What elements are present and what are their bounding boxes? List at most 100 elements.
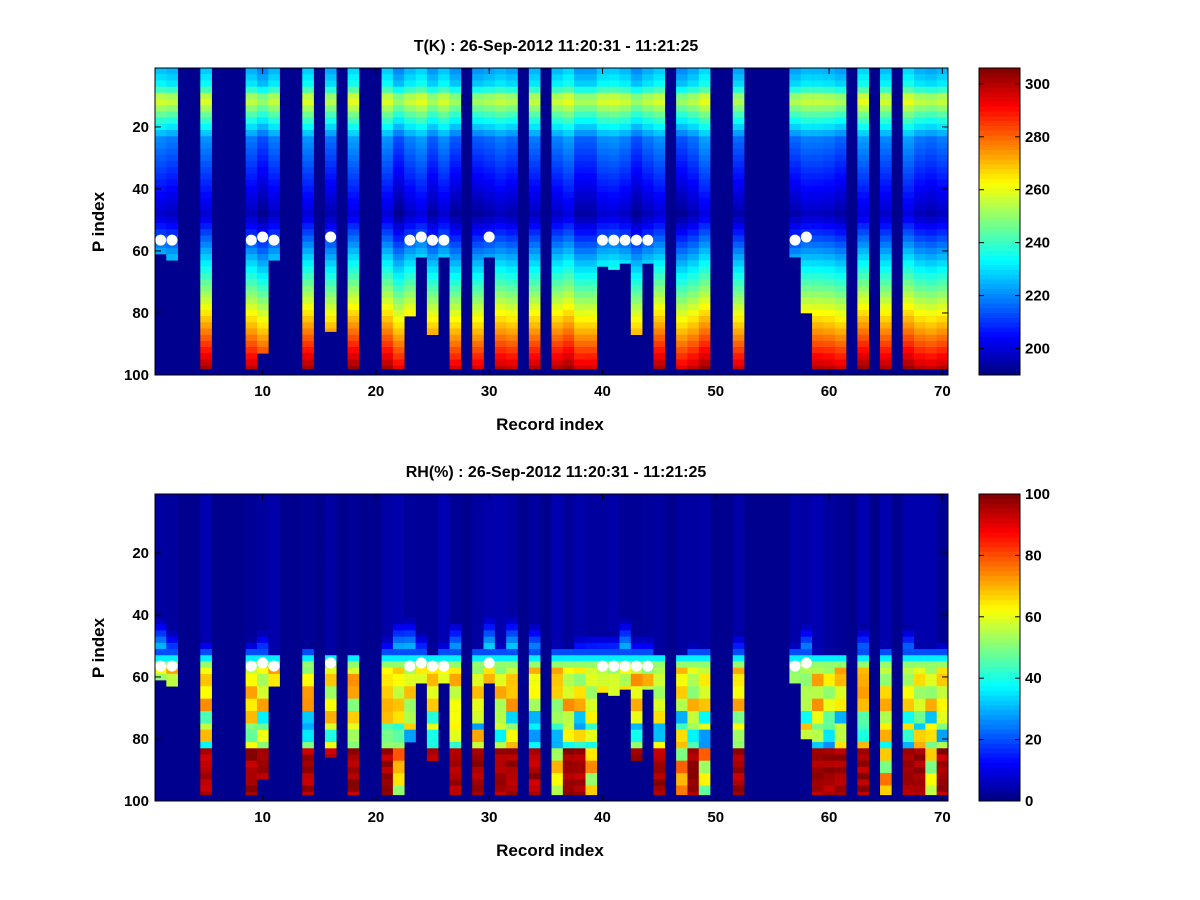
heatmap-cell <box>449 266 462 273</box>
heatmap-cell <box>302 229 314 236</box>
heatmap-cell <box>823 260 836 267</box>
heatmap-cell <box>834 785 847 792</box>
heatmap-cell <box>415 568 428 575</box>
heatmap-cell <box>732 148 745 156</box>
heatmap-cell <box>687 117 700 125</box>
heatmap-cell <box>562 642 575 650</box>
heatmap-cell <box>880 587 892 594</box>
heatmap-cell <box>324 537 337 544</box>
heatmap-cell <box>789 142 802 149</box>
heatmap-cell <box>551 204 564 211</box>
heatmap-cell <box>834 198 847 205</box>
heatmap-cell <box>347 779 360 786</box>
heatmap-cell <box>245 179 258 187</box>
heatmap-cell <box>619 680 632 687</box>
heatmap-cell <box>880 74 892 81</box>
heatmap-cell <box>936 111 949 118</box>
heatmap-cell <box>166 210 178 218</box>
heatmap-cell <box>585 599 598 606</box>
heatmap-column <box>596 68 609 267</box>
heatmap-cell <box>698 518 711 526</box>
heatmap-cell <box>381 347 394 354</box>
heatmap-cell <box>438 123 450 131</box>
colorbar-segment <box>979 604 1020 610</box>
heatmap-cell <box>449 766 462 774</box>
heatmap-cell <box>200 204 212 211</box>
heatmap-cell <box>562 766 575 774</box>
colorbar-segment <box>979 705 1020 711</box>
heatmap-cell <box>914 216 926 224</box>
heatmap-cell <box>494 359 507 366</box>
heatmap-cell <box>494 766 507 774</box>
heatmap-cell <box>800 500 813 507</box>
heatmap-cell <box>426 692 439 699</box>
heatmap-cell <box>823 80 836 87</box>
heatmap-cell <box>381 512 394 520</box>
colorbar-tick-label: 0 <box>1025 793 1033 810</box>
heatmap-cell <box>630 593 643 600</box>
heatmap-cell <box>857 655 869 662</box>
heatmap-cell <box>562 673 575 681</box>
heatmap-cell <box>653 322 666 329</box>
heatmap-cell <box>687 185 700 193</box>
heatmap-cell <box>324 92 337 100</box>
heatmap-cell <box>630 148 643 156</box>
heatmap-cell <box>574 673 586 681</box>
heatmap-cell <box>528 142 541 149</box>
heatmap-cell <box>902 611 915 619</box>
heatmap-cell <box>698 580 711 588</box>
heatmap-cell <box>925 105 937 112</box>
heatmap-cell <box>857 204 869 211</box>
heatmap-cell <box>880 494 892 501</box>
heatmap-cell <box>166 649 178 656</box>
heatmap-cell <box>857 779 869 786</box>
heatmap-cell <box>562 599 575 606</box>
heatmap-cell <box>687 543 700 551</box>
colorbar-segment <box>979 690 1020 696</box>
heatmap-cell <box>812 247 824 255</box>
heatmap-cell <box>449 74 462 81</box>
heatmap-cell <box>925 587 937 594</box>
heatmap-cell <box>494 179 507 187</box>
heatmap-cell <box>506 347 518 354</box>
heatmap-column <box>936 494 949 796</box>
heatmap-cell <box>494 68 507 75</box>
heatmap-cell <box>426 580 439 588</box>
heatmap-cell <box>789 198 802 205</box>
heatmap-cell <box>438 587 450 594</box>
heatmap-cell <box>449 334 462 342</box>
heatmap-cell <box>936 766 949 774</box>
heatmap-cell <box>834 74 847 81</box>
heatmap-cell <box>268 642 280 650</box>
heatmap-cell <box>324 574 337 582</box>
heatmap-cell <box>381 630 394 637</box>
heatmap-cell <box>914 359 926 366</box>
colorbar-segment <box>979 527 1020 533</box>
heatmap-cell <box>732 593 745 600</box>
heatmap-column <box>562 68 575 370</box>
heatmap-cell <box>324 494 337 501</box>
heatmap-cell <box>902 531 915 538</box>
heatmap-cell <box>392 154 405 162</box>
heatmap-cell <box>415 185 428 193</box>
heatmap-cell <box>834 624 847 631</box>
heatmap-cell <box>574 537 586 544</box>
heatmap-cell <box>415 562 428 569</box>
heatmap-cell <box>438 506 450 513</box>
heatmap-cell <box>732 272 745 280</box>
colorbar-segment <box>979 82 1020 88</box>
heatmap-column <box>653 494 666 796</box>
heatmap-cell <box>902 235 915 242</box>
heatmap-column <box>392 494 405 796</box>
heatmap-cell <box>574 309 586 317</box>
heatmap-cell <box>630 322 643 329</box>
heatmap-cell <box>506 692 518 699</box>
heatmap-cell <box>608 574 620 582</box>
heatmap-cell <box>494 74 507 81</box>
heatmap-cell <box>823 291 836 298</box>
profile-marker <box>438 234 450 246</box>
heatmap-cell <box>630 303 643 311</box>
heatmap-cell <box>800 686 813 693</box>
heatmap-cell <box>245 580 258 588</box>
heatmap-cell <box>925 680 937 687</box>
